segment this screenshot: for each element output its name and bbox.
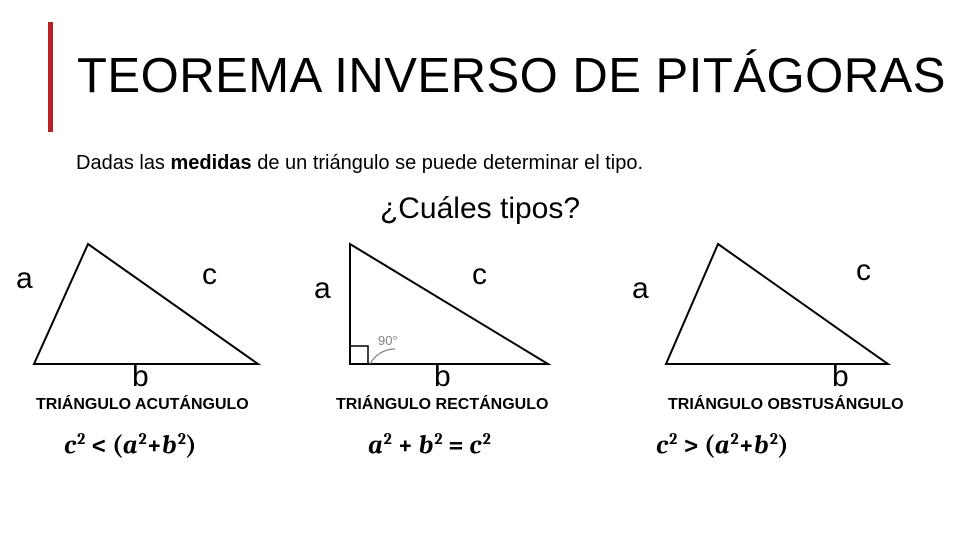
accent-bar: [48, 22, 53, 132]
formula-obtuse: c2 > (a2+b2): [656, 430, 788, 461]
caption-obtuse: TRIÁNGULO OBSTUSÁNGULO: [668, 396, 904, 414]
caption-acute: TRIÁNGULO ACUTÁNGULO: [36, 396, 249, 414]
triangle-right: 90° a c b TRIÁNGULO RECTÁNGULO: [312, 232, 612, 392]
triangle-acute: a c b TRIÁNGULO ACUTÁNGULO: [10, 232, 310, 392]
label-b: b: [434, 360, 451, 394]
formula-right: a2 + b2 = c2: [368, 430, 491, 461]
subtitle-bold: medidas: [171, 152, 252, 174]
diagrams-row: a c b TRIÁNGULO ACUTÁNGULO 90° a c b TRI…: [0, 232, 960, 432]
label-a: a: [314, 272, 331, 306]
label-a: a: [632, 272, 649, 306]
triangle-obtuse: a c b TRIÁNGULO OBSTUSÁNGULO: [610, 232, 910, 392]
svg-text:90°: 90°: [378, 333, 398, 348]
label-c: c: [202, 258, 217, 292]
subtitle-post: de un triángulo se puede determinar el t…: [252, 152, 643, 174]
label-a: a: [16, 262, 33, 296]
title-block: TEOREMA INVERSO DE PITÁGORAS: [48, 22, 946, 132]
page-title: TEOREMA INVERSO DE PITÁGORAS: [77, 51, 946, 102]
label-c: c: [472, 258, 487, 292]
subtitle-pre: Dadas las: [76, 152, 171, 174]
label-b: b: [832, 360, 849, 394]
label-b: b: [132, 360, 149, 394]
question-text: ¿Cuáles tipos?: [0, 192, 960, 226]
label-c: c: [856, 254, 871, 288]
caption-right: TRIÁNGULO RECTÁNGULO: [336, 396, 548, 414]
formula-acute: c2 < (a2+b2): [64, 430, 196, 461]
subtitle: Dadas las medidas de un triángulo se pue…: [76, 152, 643, 175]
